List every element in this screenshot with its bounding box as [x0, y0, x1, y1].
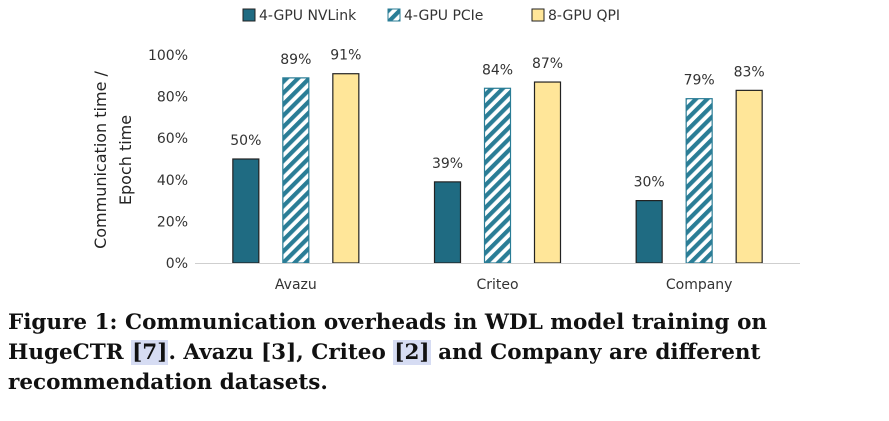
bar-4-gpu-nvlink-avazu [232, 158, 260, 264]
x-axis: Avazu Criteo Company [195, 263, 800, 293]
caption-text-3: and Company are different recommendation… [8, 340, 761, 395]
bar-4-gpu-nvlink-criteo [433, 181, 462, 264]
y-tick-label: 80% [157, 90, 188, 106]
y-tick-label: 60% [157, 131, 188, 147]
legend: 4-GPU NVLink 4-GPU PCIe 8-GPU QPI [242, 8, 620, 24]
bar-chart: 4-GPU NVLink 4-GPU PCIe 8-GPU QPI 0% 20% 40%… [91, 8, 800, 293]
data-label: 87% [532, 56, 563, 72]
data-label: 89% [280, 52, 311, 68]
bar-8-gpu-qpi-avazu [332, 73, 360, 264]
y-tick-label: 0% [166, 256, 188, 272]
legend-swatch [242, 8, 256, 22]
y-axis: 0% 20% 40% 60% 80% 100% [148, 48, 188, 272]
caption-text-2: . Avazu [3], Criteo [168, 340, 394, 365]
data-label: 83% [734, 64, 765, 80]
legend-label: 4-GPU PCIe [404, 8, 483, 24]
data-label: 84% [482, 62, 513, 78]
y-axis-label-line2: Epoch time [116, 115, 135, 205]
caption-label: Figure 1: [8, 310, 118, 335]
figure-caption: Figure 1: Communication overheads in WDL… [8, 308, 884, 398]
x-tick-label: Criteo [476, 277, 518, 293]
y-tick-label: 100% [148, 48, 188, 64]
legend-swatch [531, 8, 545, 22]
bar-4-gpu-pcie-avazu [282, 77, 310, 264]
x-tick-label: Company [666, 277, 733, 293]
caption-ref-2[interactable]: [2] [393, 340, 431, 365]
bar-4-gpu-pcie-criteo [483, 87, 512, 264]
data-label: 30% [634, 175, 665, 191]
bars: 50% 89% 91% 39% 84% 87% 30% 79% 83% [230, 48, 765, 264]
bar-4-gpu-pcie-company [685, 98, 713, 264]
legend-swatch [387, 8, 401, 22]
bar-8-gpu-qpi-criteo [533, 81, 562, 264]
caption-ref-7[interactable]: [7] [131, 340, 169, 365]
x-tick-label: Avazu [275, 277, 317, 293]
legend-label: 8-GPU QPI [548, 8, 620, 24]
bar-4-gpu-nvlink-company [635, 200, 663, 264]
y-tick-label: 20% [157, 214, 188, 230]
data-label: 50% [230, 133, 261, 149]
data-label: 79% [684, 73, 715, 89]
y-axis-label-line1: Communication time / [91, 70, 110, 248]
y-tick-label: 40% [157, 173, 188, 189]
legend-label: 4-GPU NVLink [259, 8, 357, 24]
data-label: 91% [330, 48, 361, 64]
data-label: 39% [432, 156, 463, 172]
bar-8-gpu-qpi-company [735, 89, 763, 264]
caption-text-1: Communication overheads in WDL model tra… [8, 310, 768, 365]
